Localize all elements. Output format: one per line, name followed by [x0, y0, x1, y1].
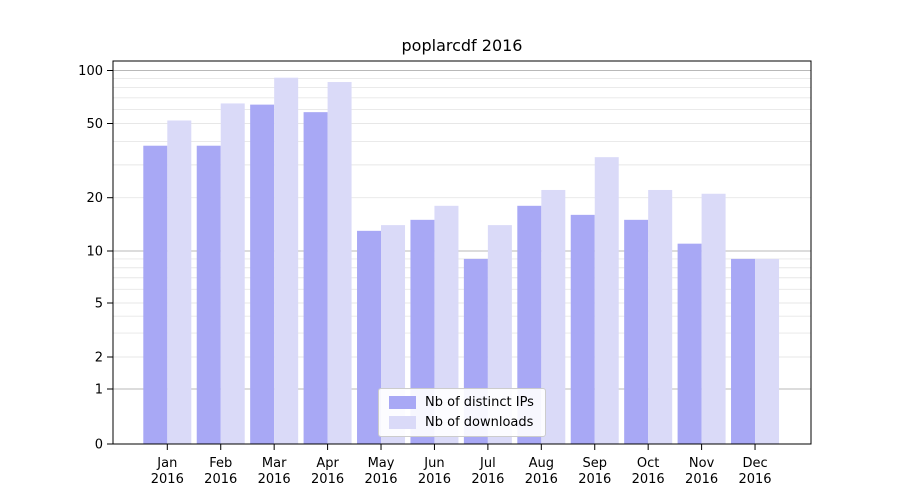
x-axis-tick-label-month: Apr [316, 456, 339, 471]
bar-downloads-apr [327, 82, 352, 444]
bar-distinct-ips-nov [677, 243, 702, 444]
bar-downloads-oct [648, 189, 673, 444]
x-axis-tick-label-year: 2016 [204, 472, 237, 487]
x-axis-tick-label-month: Aug [529, 456, 554, 471]
bar-distinct-ips-dec [731, 258, 756, 444]
x-axis-tick-label-month: Jul [479, 456, 496, 471]
y-axis-tick-label: 1 [95, 383, 103, 398]
bar-distinct-ips-mar [250, 104, 275, 444]
y-axis-tick-label: 50 [86, 117, 103, 132]
x-axis-tick-label-month: May [368, 456, 395, 471]
bar-distinct-ips-oct [624, 219, 649, 444]
bar-downloads-mar [274, 77, 299, 444]
legend-swatch-downloads [389, 416, 416, 429]
legend-label-distinct-ips: Nb of distinct IPs [425, 395, 534, 410]
x-axis-tick-label-year: 2016 [525, 472, 558, 487]
plot-border [112, 60, 812, 445]
x-axis-tick-label-month: Dec [742, 456, 767, 471]
chart-title: poplarcdf 2016 [401, 36, 523, 55]
x-axis-tick-label-month: Jan [156, 456, 177, 471]
bar-downloads-jan [167, 120, 192, 445]
x-axis-tick-label-year: 2016 [471, 472, 504, 487]
legend-label-downloads: Nb of downloads [425, 415, 534, 430]
x-axis-tick-label-month: Mar [262, 456, 287, 471]
legend: Nb of distinct IPs Nb of downloads [378, 388, 546, 437]
y-axis-tick-label: 20 [86, 191, 103, 206]
x-axis-tick-label-year: 2016 [364, 472, 397, 487]
x-axis-tick-label-year: 2016 [738, 472, 771, 487]
y-axis-tick-label: 100 [78, 64, 103, 79]
legend-swatch-distinct-ips [389, 396, 416, 409]
y-axis-tick-label: 2 [95, 351, 103, 366]
y-axis-tick-label: 0 [95, 438, 103, 453]
bar-downloads-feb [220, 103, 245, 445]
bar-distinct-ips-apr [303, 112, 328, 445]
x-axis-tick-label-year: 2016 [151, 472, 184, 487]
bar-downloads-dec [755, 258, 780, 444]
legend-item-downloads: Nb of downloads [389, 415, 534, 430]
x-axis-tick-label-month: Feb [209, 456, 232, 471]
x-axis-tick-label-year: 2016 [418, 472, 451, 487]
legend-item-distinct-ips: Nb of distinct IPs [389, 395, 534, 410]
x-axis-tick-label-year: 2016 [311, 472, 344, 487]
bar-distinct-ips-sep [570, 214, 595, 444]
x-axis-tick-label-month: Jun [423, 456, 444, 471]
x-axis-tick-label-month: Nov [689, 456, 715, 471]
bar-downloads-nov [701, 193, 726, 444]
bar-distinct-ips-may [357, 230, 382, 444]
x-axis-tick-label-year: 2016 [578, 472, 611, 487]
x-axis-tick-label-month: Oct [637, 456, 659, 471]
x-axis-tick-label-year: 2016 [258, 472, 291, 487]
x-axis-tick-label-year: 2016 [632, 472, 665, 487]
y-axis-tick-label: 5 [95, 297, 103, 312]
x-axis-tick-label-month: Sep [582, 456, 607, 471]
bar-distinct-ips-jan [143, 145, 168, 445]
y-axis-tick-label: 10 [86, 245, 103, 260]
bar-distinct-ips-feb [196, 145, 221, 445]
x-axis-tick-label-year: 2016 [685, 472, 718, 487]
bar-downloads-sep [594, 157, 619, 444]
